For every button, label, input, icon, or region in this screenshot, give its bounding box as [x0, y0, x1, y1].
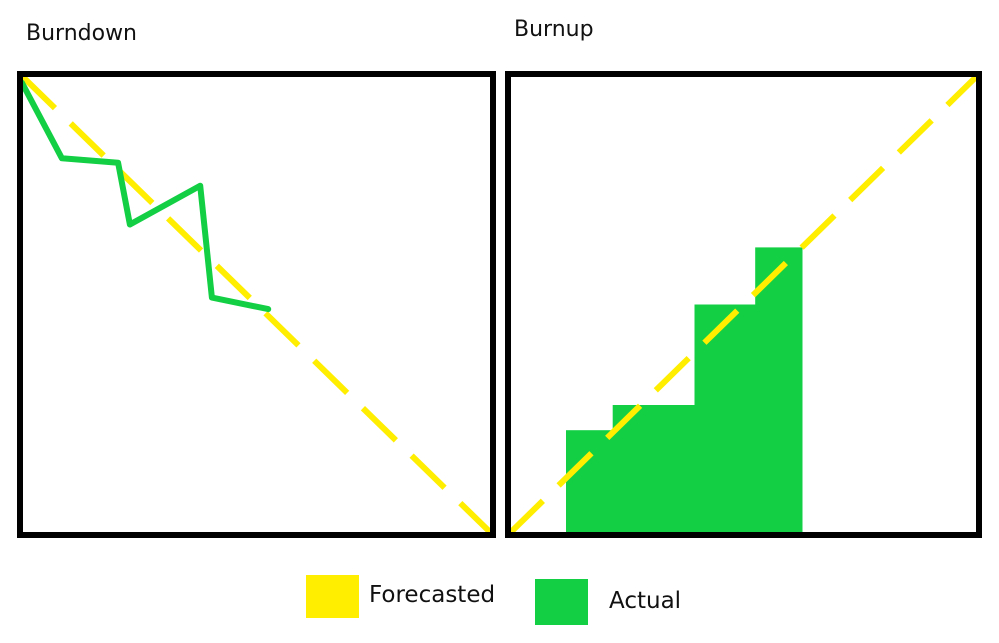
burnup-actual-bar-1: [566, 430, 614, 533]
burndown-frame: [17, 71, 496, 538]
burnup-actual-bar-4: [755, 247, 803, 533]
actual-legend-swatch: [535, 579, 588, 625]
forecast-legend-label: Forecasted: [369, 582, 496, 608]
burnup-actual-bar-3: [694, 304, 756, 533]
burnup-forecast-line: [507, 73, 980, 536]
burndown-title: Burndown: [26, 21, 137, 46]
burnup-frame: [505, 71, 982, 538]
forecast-legend-swatch: [306, 575, 359, 618]
burnup-chart: [505, 71, 982, 538]
burndown-chart: [17, 71, 496, 538]
burnup-title: Burnup: [514, 17, 594, 42]
burndown-actual-line: [19, 79, 272, 313]
burnup-actual-bar-2: [612, 405, 695, 533]
actual-legend-label: Actual: [609, 588, 682, 614]
burndown-forecast-line: [19, 73, 494, 536]
